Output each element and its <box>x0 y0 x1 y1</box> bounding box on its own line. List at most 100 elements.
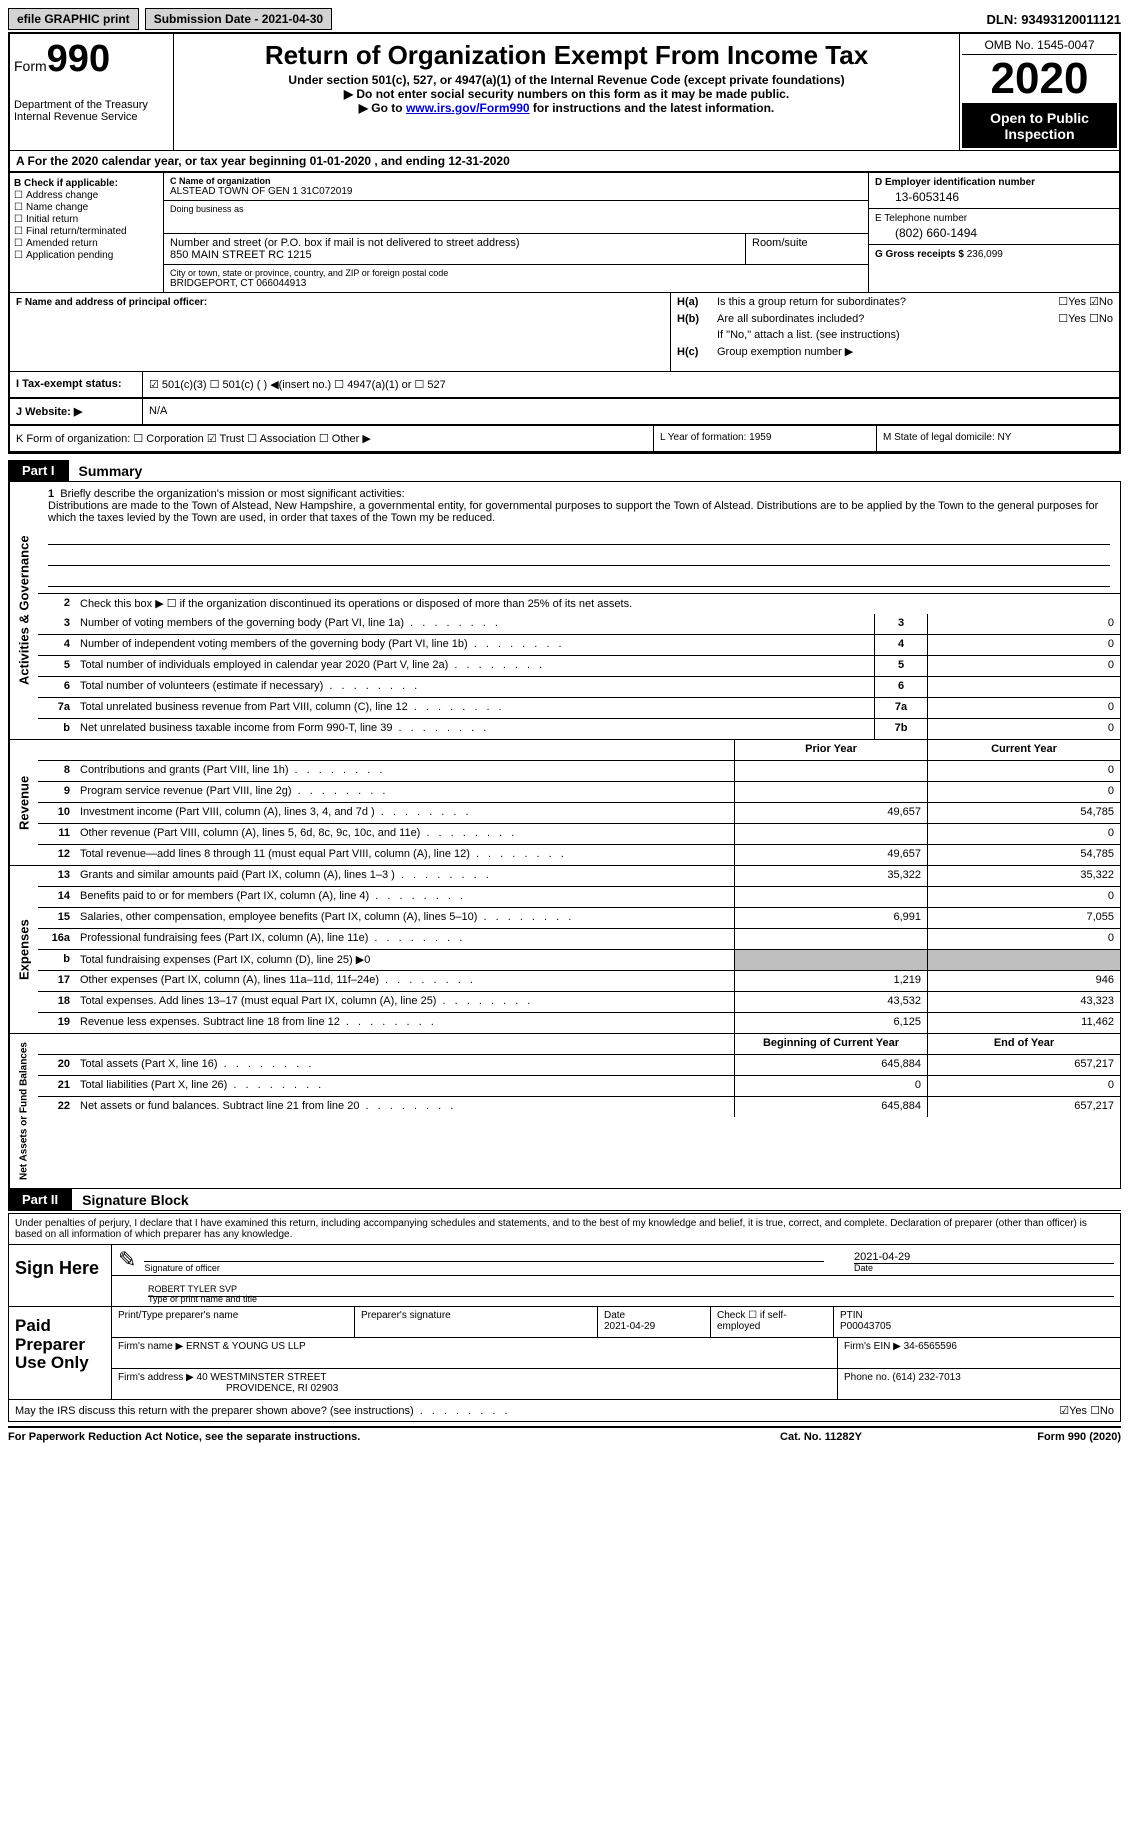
box-i: I Tax-exempt status: ☑ 501(c)(3) ☐ 501(c… <box>8 372 1121 399</box>
ptin-value: P00043705 <box>840 1321 891 1332</box>
firm-addr1: 40 WESTMINSTER STREET <box>197 1372 327 1383</box>
side-expenses: Expenses <box>9 866 38 1033</box>
gov-line: 6Total number of volunteers (estimate if… <box>38 677 1120 698</box>
tax-status-options[interactable]: ☑ 501(c)(3) ☐ 501(c) ( ) ◀(insert no.) ☐… <box>143 372 1119 397</box>
side-revenue: Revenue <box>9 740 38 865</box>
part2-header: Part II Signature Block <box>8 1189 1121 1211</box>
info-grid: B Check if applicable: Address change Na… <box>8 171 1121 293</box>
submission-date-button[interactable]: Submission Date - 2021-04-30 <box>145 8 332 30</box>
part2-title: Signature Block <box>82 1192 189 1208</box>
prep-date-header: Date <box>604 1310 625 1321</box>
state-domicile: M State of legal domicile: NY <box>877 426 1119 451</box>
mission-num: 1 <box>48 488 54 500</box>
room-label: Room/suite <box>752 237 862 249</box>
data-line: 15Salaries, other compensation, employee… <box>38 908 1120 929</box>
side-governance: Activities & Governance <box>9 482 38 739</box>
part1-header: Part I Summary <box>8 460 1121 482</box>
gross-value: 236,099 <box>967 249 1003 260</box>
city-value: BRIDGEPORT, CT 066044913 <box>170 278 862 289</box>
phone-label: E Telephone number <box>875 213 967 224</box>
dept-label: Department of the Treasury <box>14 99 169 111</box>
gov-line: 5Total number of individuals employed in… <box>38 656 1120 677</box>
org-name-label: C Name of organization <box>170 176 271 186</box>
hb-label: H(b) <box>677 313 717 325</box>
hc-text: Group exemption number ▶ <box>717 345 853 358</box>
mission-label: Briefly describe the organization's miss… <box>60 488 404 500</box>
data-line: 16aProfessional fundraising fees (Part I… <box>38 929 1120 950</box>
current-year-header: Current Year <box>927 740 1120 760</box>
mission-text: Distributions are made to the Town of Al… <box>48 500 1098 524</box>
box-b-title: B Check if applicable: <box>14 178 118 189</box>
goto-post: for instructions and the latest informat… <box>530 101 775 115</box>
data-line: 9Program service revenue (Part VIII, lin… <box>38 782 1120 803</box>
box-klm: K Form of organization: ☐ Corporation ☑ … <box>8 426 1121 454</box>
irs-link[interactable]: www.irs.gov/Form990 <box>406 101 530 115</box>
side-netassets: Net Assets or Fund Balances <box>9 1034 38 1188</box>
paid-preparer-label: Paid Preparer Use Only <box>9 1307 112 1399</box>
firm-addr-label: Firm's address ▶ <box>118 1372 194 1383</box>
firm-name-label: Firm's name ▶ <box>118 1341 183 1352</box>
gov-line: 7aTotal unrelated business revenue from … <box>38 698 1120 719</box>
end-year-header: End of Year <box>927 1034 1120 1054</box>
chk-application-pending[interactable]: Application pending <box>14 250 159 261</box>
chk-address-change[interactable]: Address change <box>14 190 159 201</box>
form-label: Form <box>14 58 47 74</box>
prep-selfemp[interactable]: Check ☐ if self-employed <box>711 1307 834 1337</box>
form-number: 990 <box>47 38 110 80</box>
gov-line: 2Check this box ▶ ☐ if the organization … <box>38 594 1120 614</box>
sig-declaration: Under penalties of perjury, I declare th… <box>9 1214 1120 1245</box>
ha-yn[interactable]: ☐Yes ☑No <box>1058 295 1113 308</box>
tax-year: 2020 <box>962 55 1117 104</box>
signature-block: Under penalties of perjury, I declare th… <box>8 1213 1121 1307</box>
ptin-label: PTIN <box>840 1310 863 1321</box>
discuss-row: May the IRS discuss this return with the… <box>8 1400 1121 1422</box>
ha-label: H(a) <box>677 296 717 308</box>
website-label: J Website: ▶ <box>10 399 143 424</box>
data-line: 22Net assets or fund balances. Subtract … <box>38 1097 1120 1117</box>
gov-line: 3Number of voting members of the governi… <box>38 614 1120 635</box>
form-title: Return of Organization Exempt From Incom… <box>178 40 955 71</box>
box-b: B Check if applicable: Address change Na… <box>10 173 164 292</box>
omb-number: OMB No. 1545-0047 <box>962 36 1117 55</box>
data-line: 8Contributions and grants (Part VIII, li… <box>38 761 1120 782</box>
governance-section: Activities & Governance 1 Briefly descri… <box>8 482 1121 740</box>
sig-officer-field: Signature of officer <box>144 1261 824 1273</box>
discuss-text: May the IRS discuss this return with the… <box>15 1405 1059 1417</box>
hb-yn[interactable]: ☐Yes ☐No <box>1058 312 1113 325</box>
hb-text: Are all subordinates included? <box>717 313 1058 325</box>
form-subtitle: Under section 501(c), 527, or 4947(a)(1)… <box>178 73 955 87</box>
page-footer: For Paperwork Reduction Act Notice, see … <box>8 1426 1121 1443</box>
open-to-public: Open to Public Inspection <box>962 104 1117 148</box>
box-f-label: F Name and address of principal officer: <box>16 297 207 308</box>
officer-name-label: Type or print name and title <box>148 1294 257 1304</box>
data-line: 18Total expenses. Add lines 13–17 (must … <box>38 992 1120 1013</box>
form-of-org[interactable]: K Form of organization: ☐ Corporation ☑ … <box>10 426 654 451</box>
firm-phone: (614) 232-7013 <box>892 1372 960 1383</box>
top-toolbar: efile GRAPHIC print Submission Date - 20… <box>8 8 1121 30</box>
data-line: 10Investment income (Part VIII, column (… <box>38 803 1120 824</box>
ein-label: D Employer identification number <box>875 177 1035 188</box>
chk-name-change[interactable]: Name change <box>14 202 159 213</box>
year-formation: L Year of formation: 1959 <box>654 426 877 451</box>
chk-amended-return[interactable]: Amended return <box>14 238 159 249</box>
dba-label: Doing business as <box>170 204 862 214</box>
chk-initial-return[interactable]: Initial return <box>14 214 159 225</box>
firm-addr2: PROVIDENCE, RI 02903 <box>118 1383 338 1394</box>
efile-print-button[interactable]: efile GRAPHIC print <box>8 8 139 30</box>
preparer-section: Paid Preparer Use Only Print/Type prepar… <box>8 1307 1121 1400</box>
discuss-yn[interactable]: ☑Yes ☐No <box>1059 1404 1114 1417</box>
chk-final-return[interactable]: Final return/terminated <box>14 226 159 237</box>
website-value: N/A <box>143 399 1119 424</box>
part2-tab: Part II <box>8 1189 72 1210</box>
prep-date-value: 2021-04-29 <box>604 1321 655 1332</box>
gross-label: G Gross receipts $ <box>875 249 964 260</box>
gov-line: bNet unrelated business taxable income f… <box>38 719 1120 739</box>
netassets-section: Net Assets or Fund Balances Beginning of… <box>8 1034 1121 1189</box>
box-h: H(a) Is this a group return for subordin… <box>671 293 1119 371</box>
prep-sig-header: Preparer's signature <box>355 1307 598 1337</box>
part1-title: Summary <box>79 463 143 479</box>
begin-year-header: Beginning of Current Year <box>734 1034 927 1054</box>
dln-label: DLN: 93493120011121 <box>987 12 1121 27</box>
pen-icon: ✎ <box>118 1247 136 1273</box>
form-header: Form990 Department of the Treasury Inter… <box>8 32 1121 150</box>
